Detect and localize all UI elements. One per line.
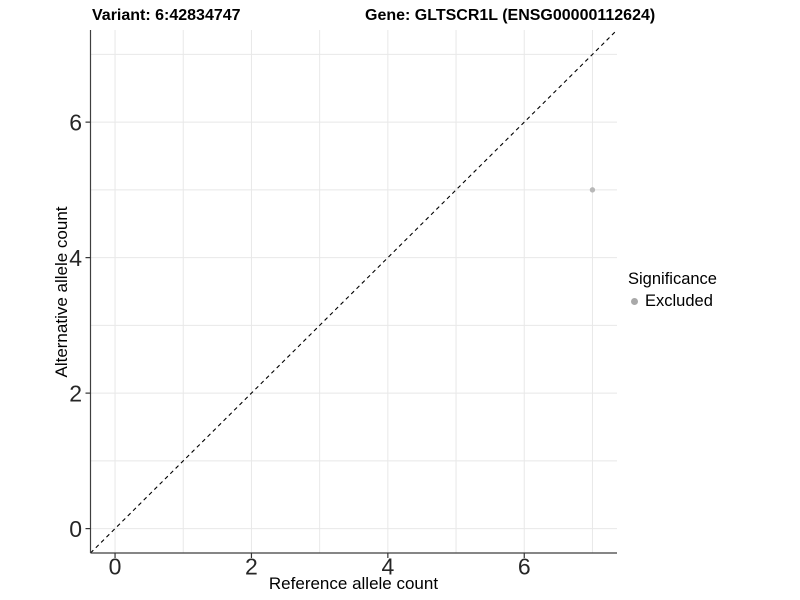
y-tick-label-0: 0 [69,516,82,542]
x-tick-label-4: 4 [381,554,394,580]
x-axis-title: Reference allele count [268,574,439,593]
legend-key-dot-icon [631,298,638,305]
y-tick-label-6: 6 [69,110,82,136]
y-tick-label-4: 4 [69,245,82,271]
data-point-0 [589,187,596,193]
y-tick-label-2: 2 [69,381,82,407]
gene-title: Gene: GLTSCR1L (ENSG00000112624) [365,7,656,24]
x-tick-label-2: 2 [245,554,258,580]
legend-item-excluded: Excluded [628,292,717,311]
y-axis-title: Alternative allele count [52,206,71,378]
legend: Significance Excluded [628,270,717,311]
identity-line [90,30,617,553]
x-tick-label-6: 6 [518,554,531,580]
legend-title: Significance [628,270,717,288]
x-tick-label-0: 0 [109,554,122,580]
variant-title: Variant: 6:42834747 [92,7,241,24]
legend-item-label: Excluded [645,292,713,310]
